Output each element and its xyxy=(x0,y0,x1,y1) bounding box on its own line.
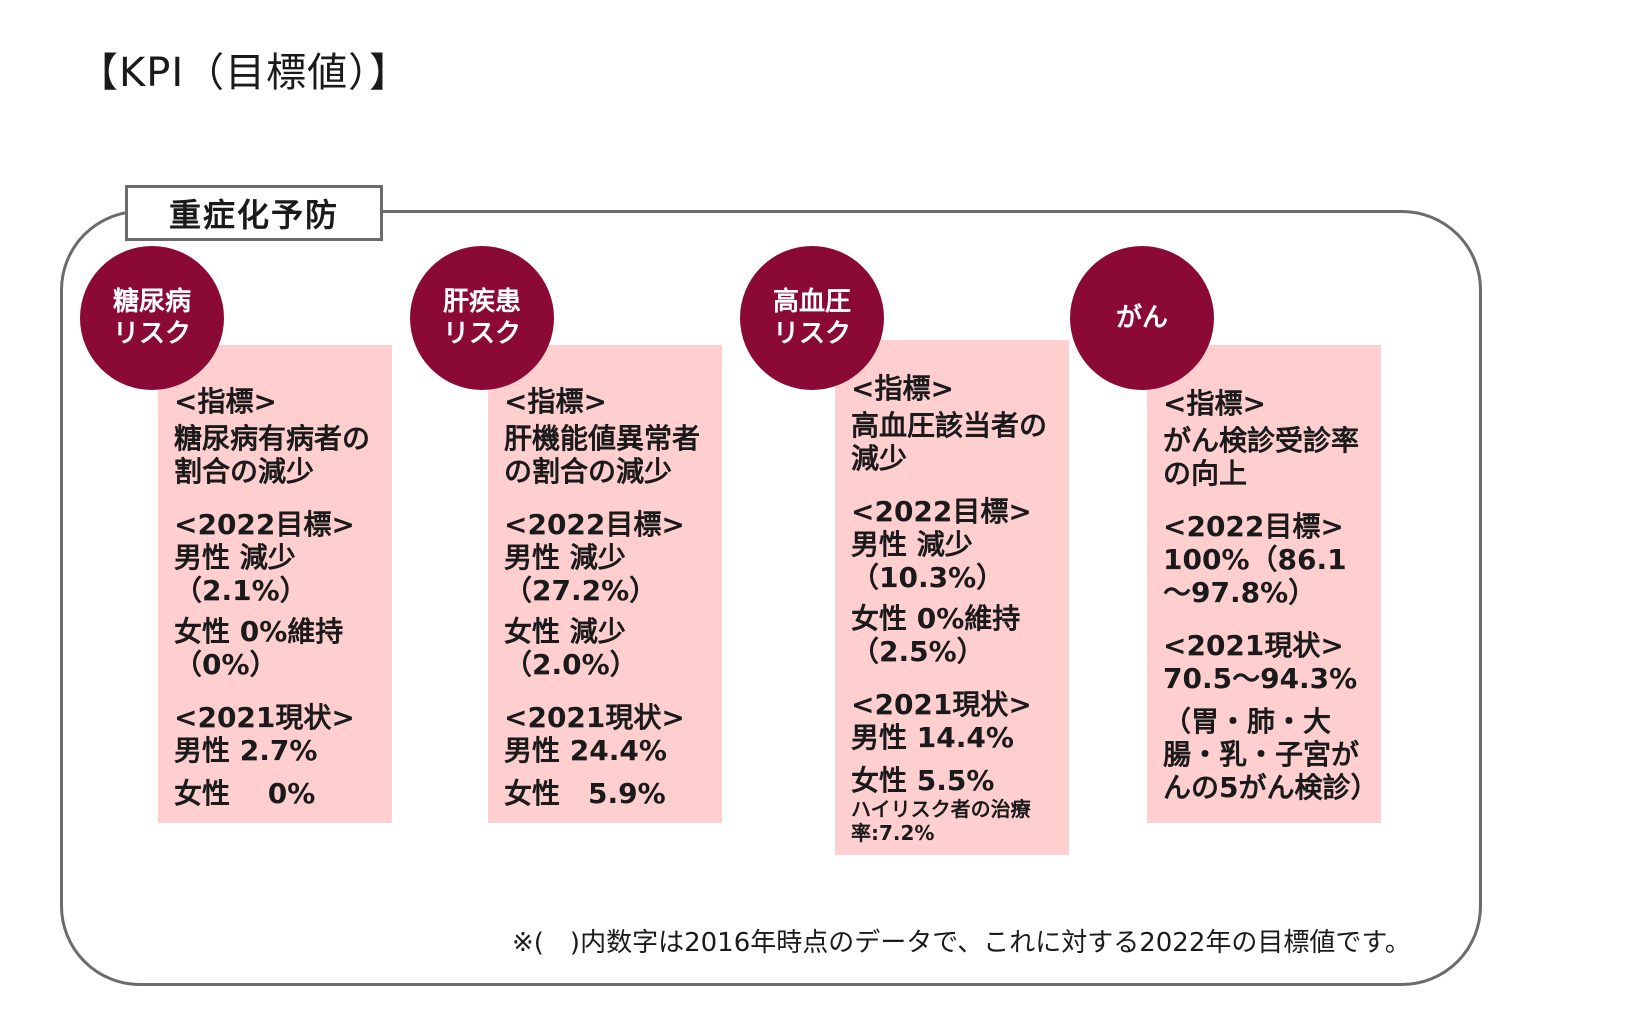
current-line: 男性 14.4% xyxy=(851,721,1014,754)
kpi-card-diabetes: <指標> 糖尿病有病者の割合の減少 <2022目標> 男性 減少 （2.1%） … xyxy=(158,345,392,823)
current-label: <2021現状> xyxy=(174,701,355,734)
indicator-label: <指標> xyxy=(174,385,277,418)
indicator-text: 高血圧該当者の減少 xyxy=(851,409,1048,475)
target-label: <2022目標> xyxy=(851,495,1032,528)
indicator-text: 肝機能値異常者の割合の減少 xyxy=(504,422,701,488)
target-line: 女性 減少 xyxy=(504,615,626,648)
kpi-card-liver: <指標> 肝機能値異常者の割合の減少 <2022目標> 男性 減少 （27.2%… xyxy=(488,345,722,823)
target-line: （10.3%） xyxy=(851,561,1005,594)
current-line: 女性 5.5% xyxy=(851,764,995,797)
indicator-label: <指標> xyxy=(1163,387,1266,420)
target-label: <2022目標> xyxy=(504,508,685,541)
treatment-rate-note: ハイリスク者の治療率:7.2% xyxy=(851,797,1031,845)
cancer-screening-note: （胃・肺・大腸・乳・子宮がんの5がん検診） xyxy=(1163,705,1379,804)
current-line: 女性 0% xyxy=(174,777,316,810)
risk-badge-line: 肝疾患 xyxy=(442,287,521,317)
page-title: 【KPI（目標値）】 xyxy=(78,50,411,96)
kpi-card-hypertension: <指標> 高血圧該当者の減少 <2022目標> 男性 減少 （10.3%） 女性… xyxy=(835,340,1069,855)
risk-badge-diabetes: 糖尿病 リスク xyxy=(80,246,224,390)
risk-badge-liver: 肝疾患 リスク xyxy=(410,246,554,390)
target-line: 男性 減少 xyxy=(174,541,296,574)
risk-badge-cancer: がん xyxy=(1070,246,1214,390)
risk-badge-line: リスク xyxy=(772,319,851,349)
current-line: 女性 5.9% xyxy=(504,777,666,810)
kpi-card-cancer: <指標> がん検診受診率の向上 <2022目標> 100%（86.1～97.8%… xyxy=(1147,345,1381,823)
target-label: <2022目標> xyxy=(174,508,355,541)
current-label: <2021現状> xyxy=(851,688,1032,721)
current-line: 男性 2.7% xyxy=(174,734,318,767)
target-line: （2.0%） xyxy=(504,648,638,681)
current-line: 70.5～94.3% xyxy=(1163,662,1358,695)
target-line: 女性 0%維持 xyxy=(174,615,344,648)
target-line: （0%） xyxy=(174,648,278,681)
section-frame xyxy=(60,210,1482,986)
current-label: <2021現状> xyxy=(1163,629,1344,662)
target-line: （2.5%） xyxy=(851,635,985,668)
risk-badge-line: 糖尿病 xyxy=(112,287,191,317)
risk-badge-line: リスク xyxy=(112,319,191,349)
target-line: 100%（86.1～97.8%） xyxy=(1163,543,1347,609)
target-line: 男性 減少 xyxy=(504,541,626,574)
target-label: <2022目標> xyxy=(1163,510,1344,543)
indicator-label: <指標> xyxy=(851,372,954,405)
target-line: 女性 0%維持 xyxy=(851,602,1021,635)
indicator-label: <指標> xyxy=(504,385,607,418)
current-label: <2021現状> xyxy=(504,701,685,734)
target-line: 男性 減少 xyxy=(851,528,973,561)
risk-badge-line: がん xyxy=(1115,303,1168,333)
risk-badge-line: 高血圧 xyxy=(772,287,851,317)
indicator-text: がん検診受診率の向上 xyxy=(1163,424,1360,490)
indicator-text: 糖尿病有病者の割合の減少 xyxy=(174,422,371,488)
target-line: （2.1%） xyxy=(174,574,308,607)
risk-badge-line: リスク xyxy=(442,319,521,349)
section-label: 重症化予防 xyxy=(125,185,383,241)
risk-badge-hypertension: 高血圧 リスク xyxy=(740,246,884,390)
footnote: ※( )内数字は2016年時点のデータで、これに対する2022年の目標値です。 xyxy=(512,928,1411,958)
target-line: （27.2%） xyxy=(504,574,658,607)
current-line: 男性 24.4% xyxy=(504,734,667,767)
